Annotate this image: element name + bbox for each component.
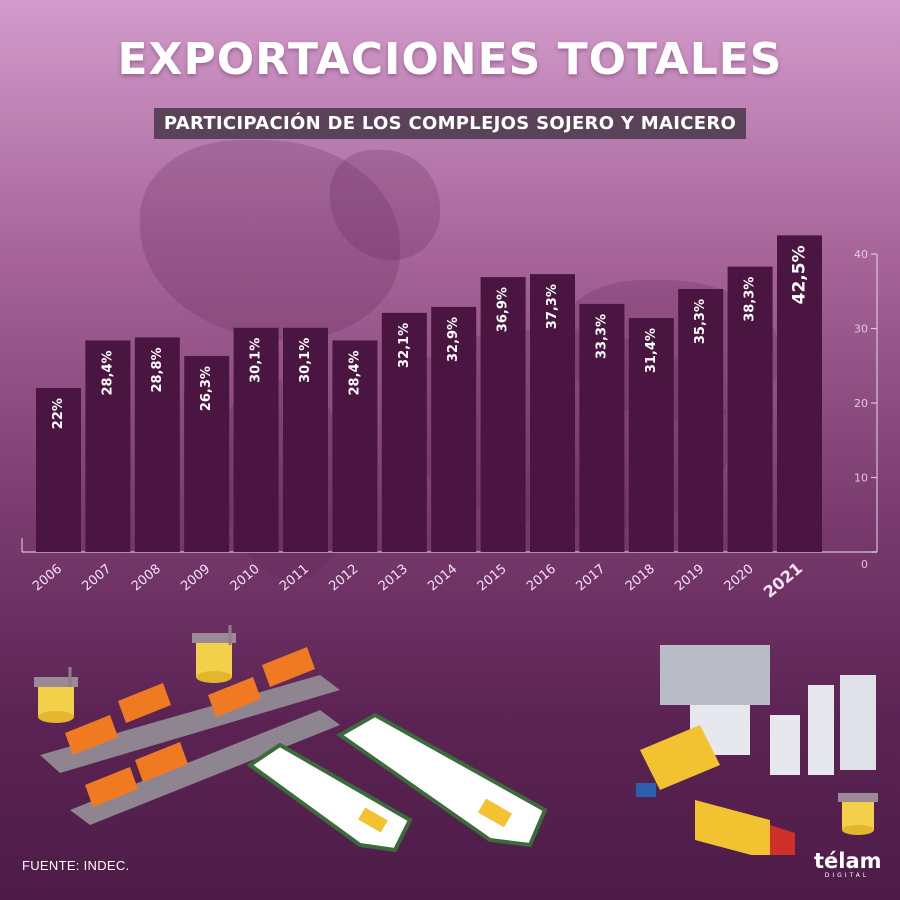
y-tick-label: 20 <box>854 397 868 410</box>
telam-logo: télam DIGITAL <box>814 849 882 880</box>
y-tick-label: 0 <box>861 558 868 571</box>
x-tick-label: 2015 <box>475 562 510 595</box>
illustration-scene <box>34 625 878 855</box>
x-tick-label: 2006 <box>30 562 65 595</box>
bar-chart: 0 10 20 30 40 22% 2006 28,4% 2007 28,8% 2008 26,3% 2… <box>21 235 878 600</box>
bar <box>184 356 230 552</box>
world-map-background <box>330 150 440 260</box>
bar-value-label: 37,3% <box>545 284 560 329</box>
tractor-illustration <box>636 783 656 797</box>
silo-icon <box>34 667 78 723</box>
bar-value-label: 32,1% <box>397 323 412 368</box>
bar <box>480 277 526 552</box>
x-tick-label: 2007 <box>79 562 114 595</box>
y-tick-label: 40 <box>854 248 868 261</box>
bar-value-label: 32,9% <box>446 317 461 362</box>
bar <box>283 327 328 552</box>
bar-value-label: 42,5% <box>790 245 810 304</box>
train-wagons-illustration <box>40 647 340 825</box>
x-tick-label: 2016 <box>524 562 559 595</box>
bar-value-label: 30,1% <box>249 338 264 383</box>
bar-value-label: 33,3% <box>594 314 609 359</box>
bar-value-label: 30,1% <box>298 338 313 383</box>
bar <box>233 327 279 552</box>
bar <box>332 340 378 552</box>
bar-value-label: 31,4% <box>644 328 659 373</box>
bar <box>134 337 180 552</box>
x-tick-label: 2019 <box>672 562 707 595</box>
bar <box>678 289 724 552</box>
bar <box>381 312 427 552</box>
x-tick-label: 2013 <box>376 562 411 595</box>
chart-subtitle: PARTICIPACIÓN DE LOS COMPLEJOS SOJERO Y … <box>153 108 747 139</box>
x-tick-label: 2021 <box>760 559 806 600</box>
x-tick-label: 2009 <box>178 562 213 595</box>
x-tick-label: 2018 <box>623 562 658 595</box>
bar-value-label: 22% <box>51 398 66 429</box>
grain-plant-illustration <box>640 645 876 790</box>
bar-value-label: 28,4% <box>347 350 362 395</box>
bar-value-label: 38,3% <box>743 277 758 322</box>
logo-wordmark: télam <box>814 849 882 873</box>
x-tick-label: 2020 <box>722 562 757 595</box>
x-tick-label: 2010 <box>228 562 263 595</box>
y-tick-label: 30 <box>854 323 868 336</box>
bar-value-label: 36,9% <box>496 287 511 332</box>
bar-value-label: 26,3% <box>199 366 214 411</box>
x-tick-label: 2011 <box>277 562 312 595</box>
bar-value-label: 28,4% <box>100 350 115 395</box>
bar <box>530 274 575 552</box>
bar-value-label: 28,8% <box>150 347 165 392</box>
logo-subtitle: DIGITAL <box>824 872 870 879</box>
bar <box>431 306 477 552</box>
bar <box>579 303 625 552</box>
cargo-ship-illustration <box>246 712 548 853</box>
truck-illustration <box>695 800 795 855</box>
source-note: FUENTE: INDEC. <box>22 858 130 873</box>
world-map-background <box>140 140 400 340</box>
x-tick-label: 2012 <box>326 562 361 595</box>
x-tick-label: 2014 <box>425 562 460 595</box>
bar <box>777 235 822 552</box>
bar-value-label: 35,3% <box>693 299 708 344</box>
silo-icon <box>838 793 878 835</box>
chart-title: EXPORTACIONES TOTALES <box>117 34 783 85</box>
bar <box>727 266 773 552</box>
x-tick-label: 2017 <box>573 562 608 595</box>
bar <box>85 340 131 552</box>
bar <box>628 318 674 552</box>
subtitle-container: PARTICIPACIÓN DE LOS COMPLEJOS SOJERO Y … <box>0 108 900 139</box>
x-tick-label: 2008 <box>129 562 164 595</box>
y-tick-label: 10 <box>854 472 868 485</box>
bar <box>36 388 81 552</box>
silo-icon <box>192 625 236 683</box>
